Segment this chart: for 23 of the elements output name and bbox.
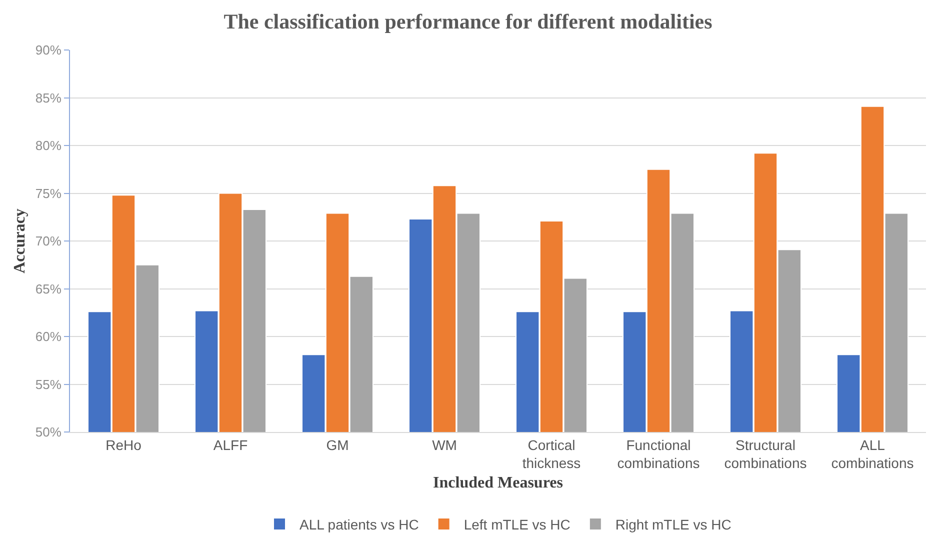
x-tick-label: WM [432, 436, 457, 453]
x-tick-label: ReHo [106, 436, 142, 453]
y-axis-title: Accuracy [11, 208, 28, 274]
legend-label: Right mTLE vs HC [615, 516, 732, 532]
x-tick-label: Structural combinations [724, 436, 807, 471]
x-axis-title: Included Measures [433, 474, 563, 492]
y-tick-label: 55% [35, 376, 62, 392]
legend-label: Left mTLE vs HC [464, 516, 570, 532]
x-tick-label: ALFF [213, 436, 248, 453]
y-tick-label: 80% [35, 138, 62, 154]
y-tick-label: 65% [35, 281, 62, 296]
y-tick-label: 70% [35, 234, 62, 249]
legend-label: ALL patients vs HC [300, 516, 419, 532]
x-tick-label: GM [326, 436, 349, 453]
y-tick-label: 90% [35, 42, 62, 58]
x-tick-label: Functional combinations [617, 436, 700, 471]
y-tick-label: 85% [35, 90, 62, 106]
y-tick-label: 75% [35, 186, 62, 201]
chart-title: The classification performance for different modalities [224, 9, 712, 34]
y-tick-label: 50% [35, 424, 62, 440]
x-tick-label: Cortical thickness [522, 436, 581, 471]
x-tick-label: ALL combinations [831, 436, 914, 471]
y-tick-label: 60% [35, 329, 62, 344]
